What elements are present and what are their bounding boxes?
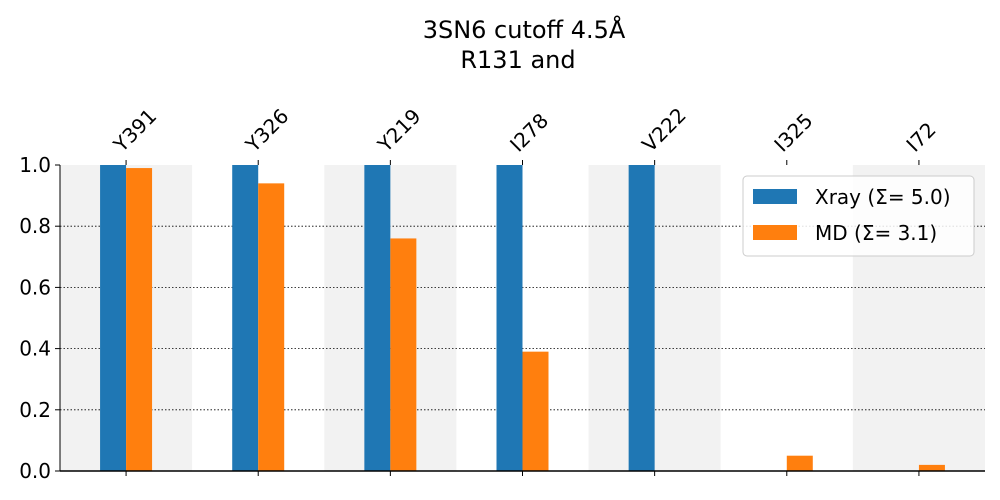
bar-md-y219 xyxy=(390,238,417,471)
bar-xray-v222 xyxy=(628,165,655,471)
y-axis-ticks: 0.0 0.2 0.4 0.6 0.8 1.0 xyxy=(19,153,60,483)
legend-swatch-xray xyxy=(753,189,797,204)
y-tick-label: 0.6 xyxy=(19,275,51,299)
legend-label-xray: Xray (Σ= 5.0) xyxy=(815,185,951,209)
bar-md-i72 xyxy=(918,464,945,471)
x-tick-label-i278: I278 xyxy=(505,108,553,156)
chart-subtitle: R131 and xyxy=(460,46,575,74)
x-tick-label-y391: Y391 xyxy=(108,104,161,157)
bar-xray-y219 xyxy=(364,165,391,471)
bar-xray-i278 xyxy=(496,165,523,471)
bar-xray-y326 xyxy=(232,165,259,471)
bar-md-i278 xyxy=(522,351,549,471)
x-tick-label-y326: Y326 xyxy=(240,104,293,157)
bar-xray-y391 xyxy=(100,165,127,471)
y-tick-label: 0.0 xyxy=(19,459,51,483)
y-tick-label: 1.0 xyxy=(19,153,51,177)
y-tick-label: 0.2 xyxy=(19,398,51,422)
legend: Xray (Σ= 5.0) MD (Σ= 3.1) xyxy=(742,175,975,257)
y-tick-label: 0.8 xyxy=(19,214,51,238)
legend-label-md: MD (Σ= 3.1) xyxy=(815,221,937,245)
legend-swatch-md xyxy=(753,225,797,240)
bars xyxy=(100,165,945,472)
x-tick-label-v222: V222 xyxy=(637,103,691,157)
x-tick-label-y219: Y219 xyxy=(372,104,425,157)
bar-md-y391 xyxy=(126,168,153,471)
legend-box xyxy=(742,175,975,257)
bar-md-i325 xyxy=(786,455,813,471)
bar-md-y326 xyxy=(258,183,285,472)
x-tick-label-i72: I72 xyxy=(901,117,940,156)
chart-title: 3SN6 cutoff 4.5Å xyxy=(423,15,626,44)
x-tick-label-i325: I325 xyxy=(769,108,817,156)
y-tick-label: 0.4 xyxy=(19,337,51,361)
